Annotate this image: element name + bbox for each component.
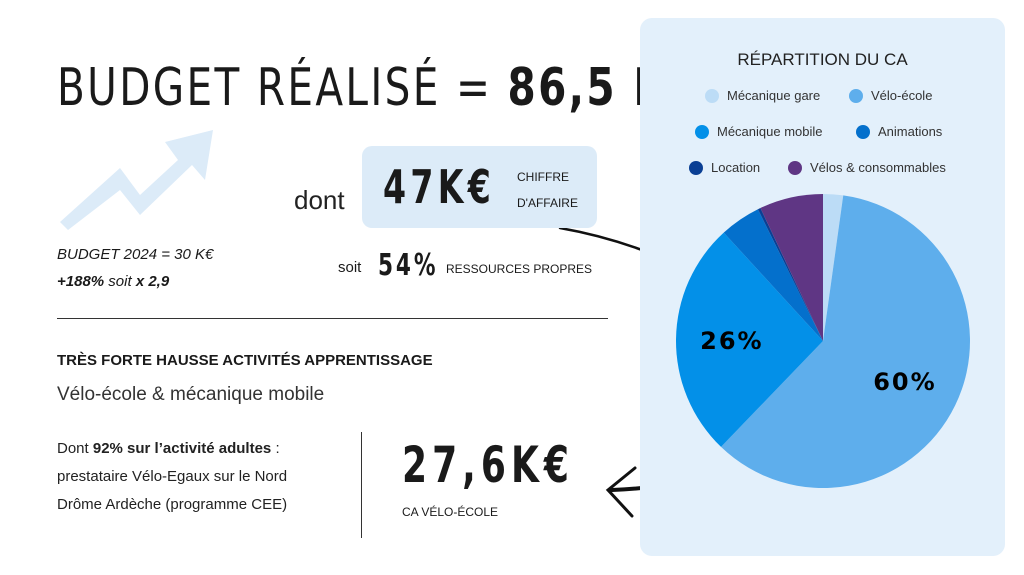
section-subheading: Vélo-école & mécanique mobile: [57, 384, 325, 405]
legend-label: Location: [711, 160, 761, 175]
legend-swatch: [788, 160, 802, 175]
legend-label: Vélos & consommables: [810, 160, 946, 175]
legend-label: Mécanique mobile: [717, 124, 823, 139]
ca-value: 47K€: [383, 160, 496, 214]
own-resources-label: RESSOURCES PROPRES: [446, 262, 593, 276]
section-heading: TRÈS FORTE HAUSSE ACTIVITÉS APPRENTISSAG…: [57, 352, 433, 369]
growth-mid: soit: [104, 273, 136, 290]
pie-label: 26%: [700, 327, 763, 355]
dont-label: dont: [294, 185, 345, 215]
legend-label: Animations: [878, 124, 943, 139]
vertical-divider: [361, 432, 362, 538]
pie-slice-animations: [723, 209, 823, 341]
budget-2024: BUDGET 2024 = 30 K€: [57, 246, 214, 263]
legend-item: Vélo-école: [849, 88, 932, 103]
legend-swatch: [856, 124, 870, 139]
ca-label-1: CHIFFRE: [517, 170, 569, 184]
legend-label: Mécanique gare: [727, 88, 821, 103]
trend-arrow-icon: [60, 130, 213, 230]
detail-line-1: Dont 92% sur l’activité adultes :: [57, 440, 280, 457]
detail-line-3: Drôme Ardèche (programme CEE): [57, 496, 288, 513]
legend-item: Location: [689, 160, 760, 175]
arrow-head-icon: [605, 466, 637, 518]
pie-slice-m-canique-gare: [823, 194, 844, 341]
pie-slice-v-los-consommables: [760, 194, 823, 341]
own-resources-pct: 54%: [378, 248, 439, 283]
legend-item: Mécanique gare: [705, 88, 820, 103]
adult-share: 92% sur l’activité adultes: [92, 440, 272, 457]
ca-box: [362, 146, 597, 228]
text: :: [271, 440, 280, 457]
legend-swatch: [705, 88, 719, 103]
growth-mult: x 2,9: [135, 273, 170, 290]
velo-ecole-label: CA VÉLO-ÉCOLE: [402, 505, 499, 519]
text: Dont: [57, 440, 93, 457]
pie-slice-location: [757, 207, 823, 341]
title-prefix: BUDGET RÉALISÉ =: [57, 58, 508, 118]
legend-item: Mécanique mobile: [695, 124, 823, 139]
pie-slice-m-canique-mobile: [676, 232, 823, 447]
growth-text: +188% soit x 2,9: [57, 273, 169, 290]
divider: [57, 318, 608, 319]
legend-item: Vélos & consommables: [788, 160, 946, 175]
legend-swatch: [689, 160, 703, 175]
ca-label-2: D'AFFAIRE: [517, 196, 578, 210]
chart-title: RÉPARTITION DU CA: [737, 50, 908, 69]
pie-slice-v-lo-cole: [721, 195, 970, 489]
pie-label: 60%: [873, 368, 936, 396]
soit-label: soit: [338, 259, 362, 276]
velo-ecole-value: 27,6K€: [402, 436, 575, 494]
detail-line-2: prestataire Vélo-Egaux sur le Nord: [57, 468, 288, 485]
legend-swatch: [695, 124, 709, 139]
legend-item: Animations: [856, 124, 942, 139]
legend-label: Vélo-école: [871, 88, 933, 103]
growth-pct: +188%: [57, 273, 105, 290]
legend-swatch: [849, 88, 863, 103]
